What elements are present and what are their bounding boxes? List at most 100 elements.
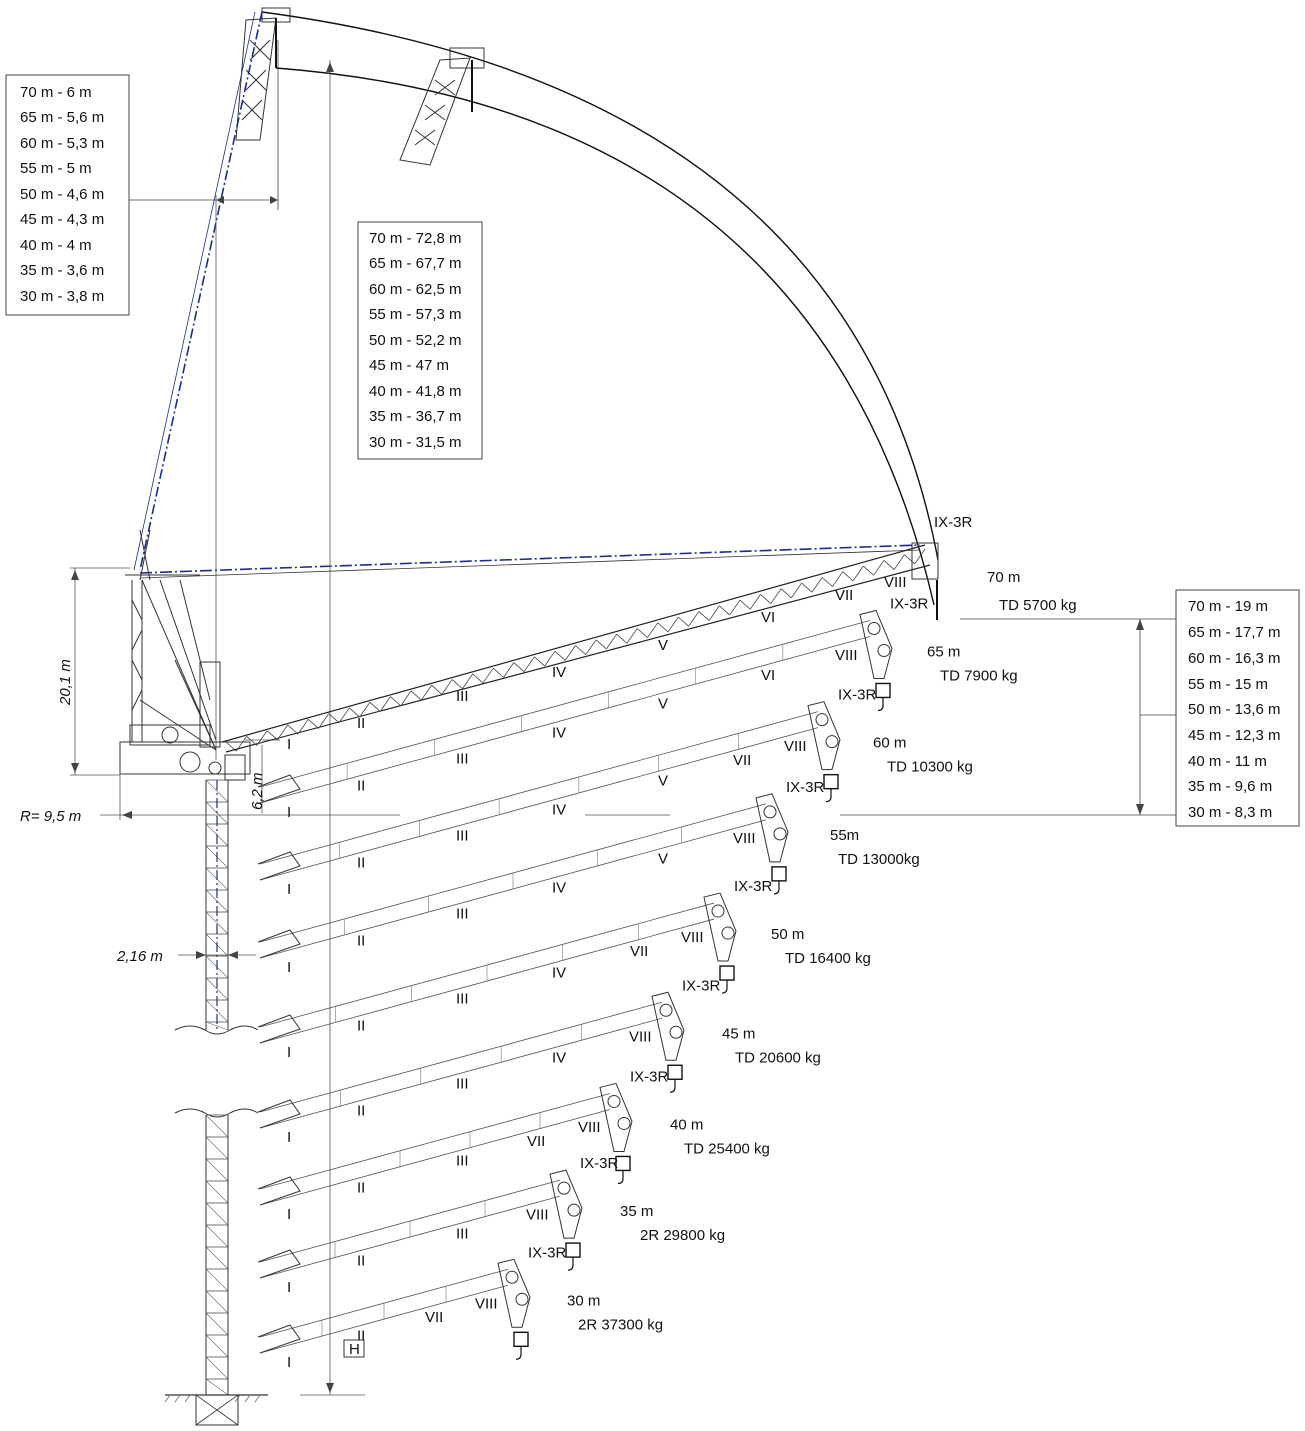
sheave-icon <box>877 643 891 657</box>
table-left-row: 60 m - 5,3 m <box>20 135 104 152</box>
table-right-row: 60 m - 16,3 m <box>1188 650 1281 667</box>
table-right-row: 70 m - 19 m <box>1188 598 1268 615</box>
jib-section-label: II <box>357 778 365 795</box>
jib-section-label: IV <box>552 801 566 818</box>
jib-section-label: IV <box>552 724 566 741</box>
jib-section-label: II <box>357 1328 365 1345</box>
hook-block-icon <box>823 773 839 790</box>
jib-tip-head <box>807 701 841 771</box>
table-left-row: 45 m - 4,3 m <box>20 211 104 228</box>
hook-icon <box>617 1170 624 1185</box>
jib70-section-label: I <box>287 736 291 753</box>
jib-length-label: 50 m <box>771 926 804 943</box>
jib-length-label: 35 m <box>620 1203 653 1220</box>
jib-chord <box>259 1001 663 1113</box>
jib-section-label: I <box>287 881 291 898</box>
height-20-label: 20,1 m <box>57 659 74 706</box>
intermediate-jib <box>399 47 485 166</box>
sheave-icon <box>515 1292 529 1306</box>
jib-section-label: II <box>357 933 365 950</box>
jib-section-label: III <box>456 1225 469 1242</box>
jib-section-label: I <box>287 1279 291 1296</box>
sheave-icon <box>711 904 725 918</box>
h-marker: H <box>349 1341 360 1358</box>
table-mid-row: 45 m - 47 m <box>369 357 449 374</box>
table-mid-row: 60 m - 62,5 m <box>369 281 462 298</box>
jib-section-label: I <box>287 1206 291 1223</box>
jib-section-label: I <box>287 959 291 976</box>
sheave-icon <box>567 1203 581 1217</box>
sheave-icon <box>617 1116 631 1130</box>
jib70-section-label: VII <box>835 587 853 604</box>
jib-root <box>257 1099 301 1129</box>
jib-section-label: I <box>287 1044 291 1061</box>
hook-icon <box>567 1257 574 1271</box>
table-left-row: 70 m - 6 m <box>20 84 92 101</box>
jib-tip-label: IX-3R <box>682 977 721 994</box>
jib-tip-label: IX-3R <box>580 1155 619 1172</box>
jib70-section-label: VIII <box>884 574 907 591</box>
jib-tip-head <box>549 1169 583 1239</box>
jib-length-label: 60 m <box>873 735 906 752</box>
jib70-load: TD 5700 kg <box>999 597 1077 614</box>
jib-section-label: VIII <box>784 738 807 755</box>
jib-section-label: V <box>658 772 668 789</box>
raised-jib <box>235 7 291 141</box>
table-mid-row: 35 m - 36,7 m <box>369 408 462 425</box>
jib-root <box>257 1324 301 1354</box>
jib-load-label: TD 13000kg <box>838 851 920 868</box>
jib-section-label: VII <box>733 752 751 769</box>
jib-section-label: VI <box>761 667 775 684</box>
jib-section-label: III <box>456 827 469 844</box>
jib70-section-label: II <box>357 715 365 732</box>
jib-chord <box>259 727 819 881</box>
table-left-row: 40 m - 4 m <box>20 237 92 254</box>
ground-hatch <box>164 1394 261 1403</box>
jib-chord <box>259 620 871 788</box>
hook-icon <box>721 980 728 994</box>
jib70-length: 70 m <box>987 569 1020 586</box>
main-jib-70: IX-3R 70 m TD 5700 kg I II III IV V VI V… <box>221 514 1077 753</box>
jib-section-label: III <box>456 1075 469 1092</box>
hook-block-icon <box>875 682 891 699</box>
hook-icon <box>669 1079 676 1093</box>
jib-section-label: IV <box>552 964 566 981</box>
jib-load-label: TD 10300 kg <box>887 759 973 776</box>
jib-tip-head <box>651 991 685 1061</box>
jib70-section-label: IV <box>552 664 566 681</box>
jib-tip-label: IX-3R <box>838 687 877 704</box>
table-left-row: 65 m - 5,6 m <box>20 109 104 126</box>
jib-tip-head <box>599 1082 633 1152</box>
table-left-row: 50 m - 4,6 m <box>20 186 104 203</box>
jib-load-label: 2R 37300 kg <box>578 1316 663 1333</box>
jib70-tip-label: IX-3R <box>934 514 973 531</box>
jib-root <box>257 1014 301 1044</box>
jib-section-label: VIII <box>835 647 858 664</box>
hook-block-icon <box>565 1242 581 1258</box>
jib-section-label: VIII <box>475 1295 498 1312</box>
jib-section-label: VII <box>527 1133 545 1150</box>
jib-section-label: III <box>456 990 469 1007</box>
jib-length-label: 30 m <box>567 1292 600 1309</box>
jib-tip-head <box>859 609 893 679</box>
table-right: 70 m - 19 m 65 m - 17,7 m 60 m - 16,3 m … <box>1175 589 1300 827</box>
hook-icon <box>773 880 780 895</box>
jib-section-label: V <box>658 695 668 712</box>
jib-tip-label: IX-3R <box>786 779 825 796</box>
jib-load-label: TD 7900 kg <box>940 667 1018 684</box>
table-mid-row: 55 m - 57,3 m <box>369 306 462 323</box>
jib-section-label: VIII <box>733 830 756 847</box>
jib70-section-label: VI <box>761 609 775 626</box>
table-mid-row: 40 m - 41,8 m <box>369 383 462 400</box>
sheave-icon <box>867 621 881 635</box>
jib-section-label: II <box>357 1103 365 1120</box>
jib-chord <box>259 636 871 804</box>
sheave-icon <box>557 1181 571 1195</box>
jib-root <box>257 774 301 804</box>
jib-section-label: III <box>456 905 469 922</box>
